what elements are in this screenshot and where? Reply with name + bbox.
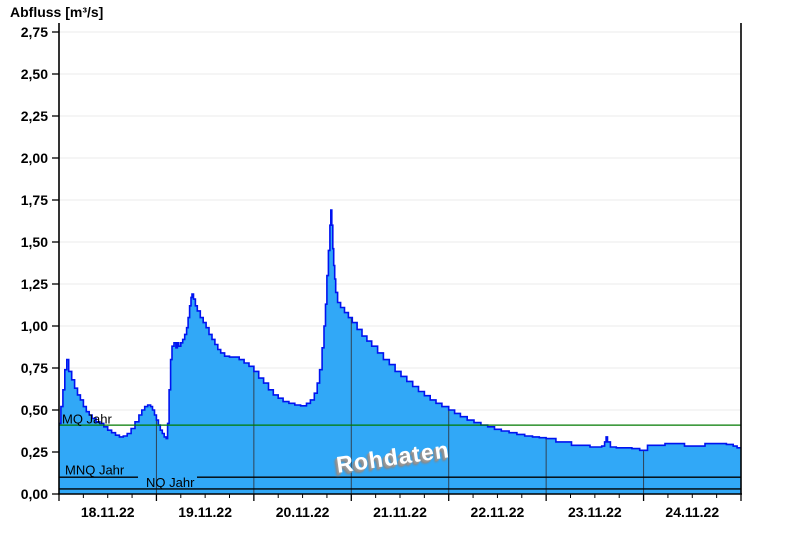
- x-tick-label: 21.11.22: [373, 504, 427, 520]
- discharge-area: [59, 210, 741, 494]
- x-tick-label: 22.11.22: [471, 504, 525, 520]
- reference-line-label: MNQ Jahr: [65, 463, 125, 478]
- y-tick-label: 1,00: [21, 318, 48, 334]
- y-tick-label: 0,75: [21, 360, 48, 376]
- x-tick-label: 20.11.22: [276, 504, 330, 520]
- x-tick-label: 23.11.22: [568, 504, 622, 520]
- chart-title: Abfluss [m³/s]: [10, 4, 104, 20]
- reference-line-label: MQ Jahr: [62, 412, 113, 427]
- discharge-line: [59, 209, 741, 452]
- x-tick-label: 18.11.22: [81, 504, 135, 520]
- y-tick-label: 0,00: [21, 486, 48, 502]
- y-tick-label: 2,00: [21, 150, 48, 166]
- y-tick-label: 1,25: [21, 276, 48, 292]
- y-tick-label: 2,25: [21, 108, 48, 124]
- y-tick-label: 2,50: [21, 66, 48, 82]
- y-tick-label: 0,50: [21, 402, 48, 418]
- y-tick-label: 0,25: [21, 444, 48, 460]
- y-tick-label: 1,75: [21, 192, 48, 208]
- x-tick-label: 19.11.22: [178, 504, 232, 520]
- y-tick-label: 2,75: [21, 24, 48, 40]
- x-tick-label: 24.11.22: [665, 504, 719, 520]
- y-tick-label: 1,50: [21, 234, 48, 250]
- reference-line-label: NQ Jahr: [146, 475, 195, 490]
